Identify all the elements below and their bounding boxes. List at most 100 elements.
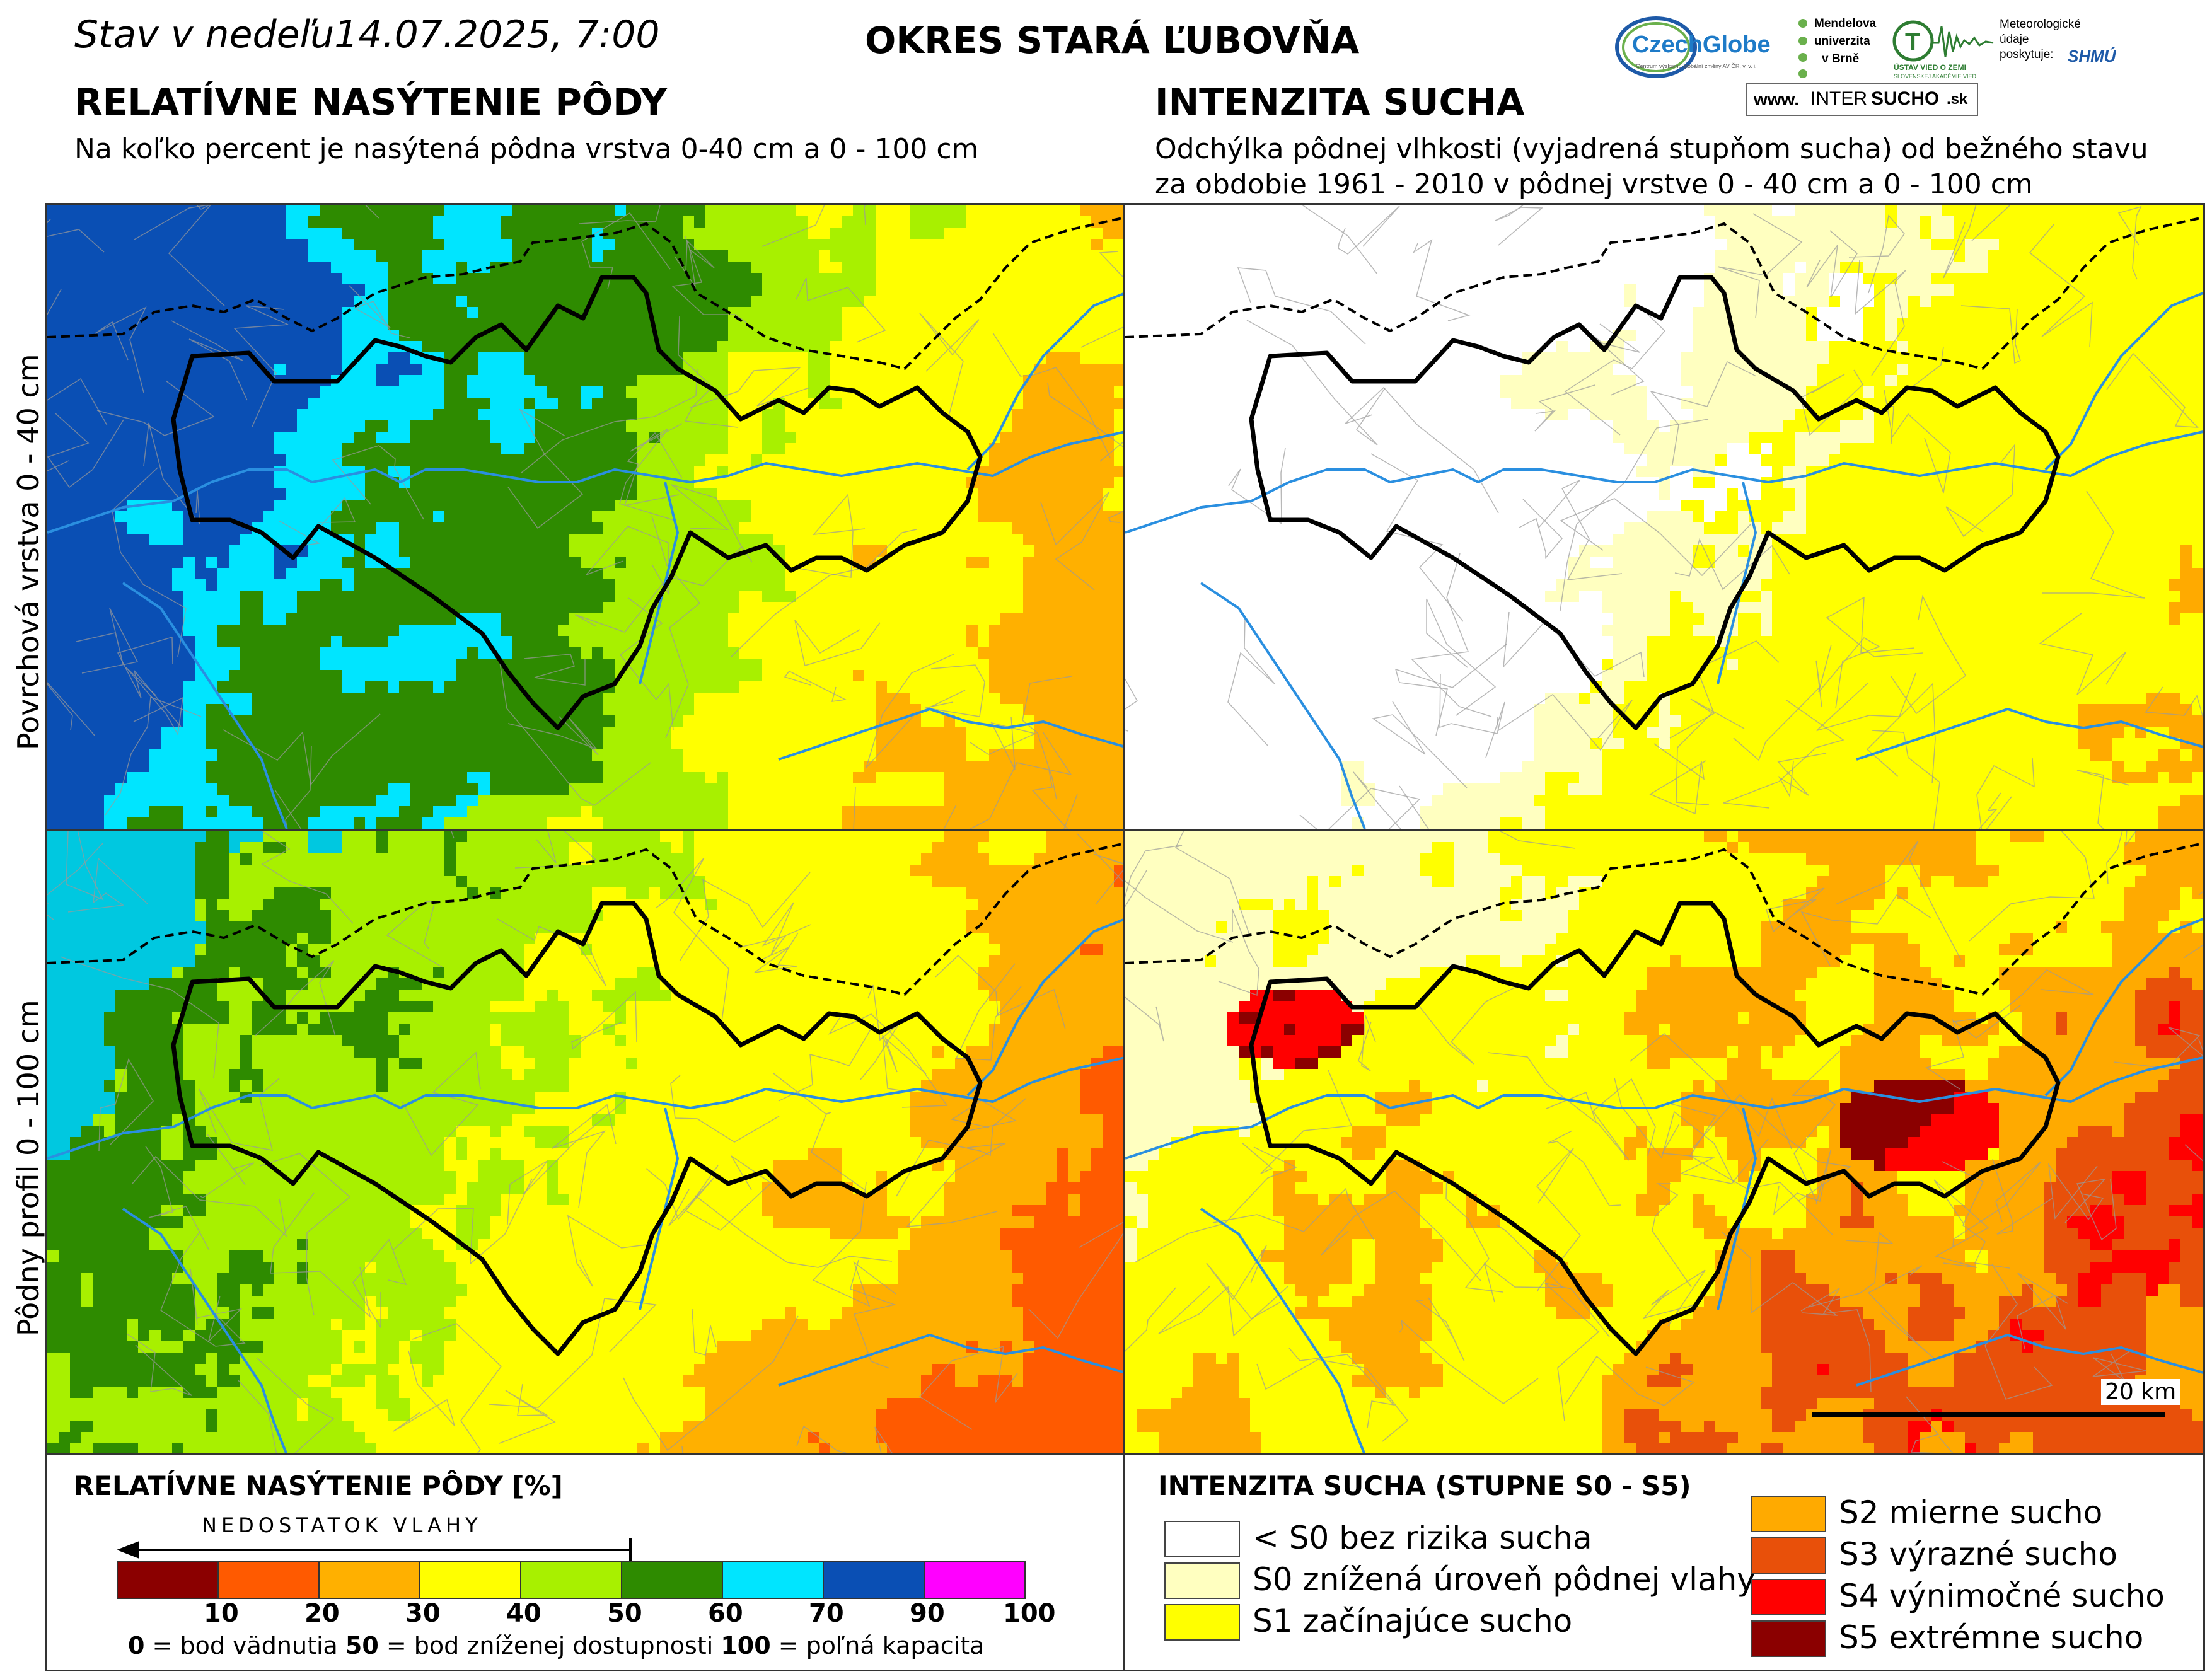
rivers [47,918,1125,1455]
drought-swatch-2 [1164,1562,1240,1599]
drought-legend-label-2: S0 znížená úroveň pôdnej vlahy [1253,1561,1756,1598]
district-boundary [171,901,983,1356]
colorbar-segment-3 [318,1561,420,1599]
row-label-soil-profile: Pôdny profil 0 - 100 cm [11,1000,45,1336]
map-saturation-profile[interactable] [45,829,1127,1457]
meteo-line2: údaje [2000,33,2029,46]
drought-subtitle-line1: Odchýlka pôdnej vlhkosti (vyjadrená stup… [1155,133,2148,165]
czechglobe-logo[interactable]: CzechGlobe Centrum výzkumu globální změn… [1611,13,1793,82]
colorbar-segment-1 [117,1561,219,1599]
map-drought-profile[interactable]: 20 km [1123,829,2205,1457]
intersucho-sucho: SUCHO [1871,88,1940,109]
intersucho-sk: .sk [1947,91,1968,108]
rivers [1125,292,2203,829]
colorbar-tick-70: 70 [809,1599,844,1628]
state-border [47,216,1125,371]
mendel-line3: v Brně [1822,52,1860,66]
colorbar-tick-90: 90 [910,1599,945,1628]
note-hundred: 100 [721,1632,771,1660]
drought-title: INTENZITA SUCHA [1155,81,1525,124]
colorbar-segment-7 [722,1561,824,1599]
colorbar-segment-9 [924,1561,1026,1599]
czechglobe-name: CzechGlobe [1632,32,1771,58]
shmu-name: SHMÚ [2068,47,2116,66]
drought-topsoil-raster [1125,205,2203,829]
raster-cells [1341,205,2203,829]
colorbar-tick-20: 20 [304,1599,340,1628]
drought-swatch-7 [1751,1620,1826,1657]
state-border [47,842,1125,996]
saturation-topsoil-raster [47,205,1125,829]
raster-cells [1125,831,2203,1455]
note-zero-text: = bod vädnutia [144,1632,345,1660]
colorbar-segment-6 [621,1561,723,1599]
municipality-boundaries [1125,831,2203,1455]
report-date: Stav v nedeľu14.07.2025, 7:00 [74,13,660,57]
uvz-subtitle: SLOVENSKEJ AKADÉMIE VIED [1894,73,1977,79]
map-saturation-topsoil[interactable] [45,203,1127,831]
saturation-colorbar-ticks: 10 20 30 40 50 60 70 90 100 [117,1598,1056,1629]
scale-bar-label: 20 km [2101,1379,2180,1405]
colorbar-tick-40: 40 [506,1599,541,1628]
colorbar-segment-4 [419,1561,521,1599]
drought-legend-label-7: S5 extrémne sucho [1839,1619,2144,1656]
drought-swatch-6 [1751,1579,1826,1615]
drought-legend-label-6: S4 výnimočné sucho [1839,1578,2165,1614]
saturation-legend: RELATÍVNE NASÝTENIE PÔDY [%] NEDOSTATOK … [45,1453,1127,1671]
mendel-line2: univerzita [1814,35,1870,48]
district-boundary [1249,901,2061,1356]
saturation-profile-raster [47,831,1125,1455]
district-boundary [1249,275,2061,730]
state-border [1125,216,2203,371]
drought-legend-title: INTENZITA SUCHA (STUPNE S0 - S5) [1158,1470,1691,1501]
saturation-legend-title: RELATÍVNE NASÝTENIE PÔDY [%] [74,1470,563,1501]
shmu-logo[interactable]: Meteorologické údaje poskytuje: SHMÚ [2000,18,2126,81]
drought-profile-raster [1125,831,2203,1455]
saturation-subtitle: Na koľko percent je nasýtená pôdna vrstv… [74,133,979,165]
moisture-deficit-arrow-icon [117,1538,632,1561]
note-fifty: 50 [345,1632,379,1660]
drought-legend-label-5: S3 výrazné sucho [1839,1536,2117,1573]
moisture-deficit-label: NEDOSTATOK VLAHY [202,1513,482,1537]
uvz-name: ÚSTAV VIED O ZEMI [1894,63,1966,72]
saturation-colorbar [117,1561,1026,1599]
mendel-logo[interactable]: Mendelova univerzita v Brně [1797,16,1891,85]
map-drought-topsoil[interactable] [1123,203,2205,831]
seismograph-icon: T [1892,20,1994,62]
intersucho-inter: INTER [1810,88,1867,109]
rivers [47,292,1125,829]
colorbar-tick-60: 60 [708,1599,743,1628]
uvz-logo[interactable]: T ÚSTAV VIED O ZEMI SLOVENSKEJ AKADÉMIE … [1891,19,1995,82]
czechglobe-logo-ring [1615,16,1697,78]
meteo-line3: poskytuje: [2000,48,2054,61]
drought-swatch-4 [1751,1496,1826,1532]
colorbar-segment-5 [520,1561,622,1599]
mendel-line1: Mendelova [1814,17,1877,30]
intersucho-www: www. [1754,89,1800,109]
note-hundred-text: = poľná kapacita [770,1632,985,1660]
mendel-dots-icon [1798,19,1807,78]
raster-cells [47,205,1125,829]
colorbar-tick-50: 50 [607,1599,642,1628]
drought-legend-label-1: < S0 bez rizika sucha [1253,1520,1592,1556]
drought-swatch-3 [1164,1604,1240,1641]
saturation-legend-note: 0 = bod vädnutia 50 = bod zníženej dostu… [128,1632,984,1660]
saturation-title: RELATÍVNE NASÝTENIE PÔDY [74,81,668,124]
note-zero: 0 [128,1632,145,1660]
drought-legend-label-3: S1 začínajúce sucho [1253,1603,1573,1639]
municipality-boundaries [47,831,1125,1455]
colorbar-tick-30: 30 [405,1599,441,1628]
intersucho-logo[interactable]: www. INTER SUCHO .sk [1746,83,1978,116]
drought-subtitle-line2: za obdobie 1961 - 2010 v pôdnej vrstve 0… [1155,168,2033,200]
colorbar-tick-100: 100 [1003,1599,1056,1628]
district-title: OKRES STARÁ ĽUBOVŇA [865,19,1360,62]
row-label-surface-layer: Povrchová vrstva 0 - 40 cm [11,354,45,750]
colorbar-tick-10: 10 [204,1599,239,1628]
drought-swatch-1 [1164,1521,1240,1557]
scale-bar [1812,1412,2165,1417]
colorbar-segment-2 [217,1561,320,1599]
meteo-line1: Meteorologické [2000,18,2081,31]
svg-text:T: T [1905,28,1920,56]
drought-legend-label-4: S2 mierne sucho [1839,1494,2103,1531]
state-border [1125,842,2203,996]
